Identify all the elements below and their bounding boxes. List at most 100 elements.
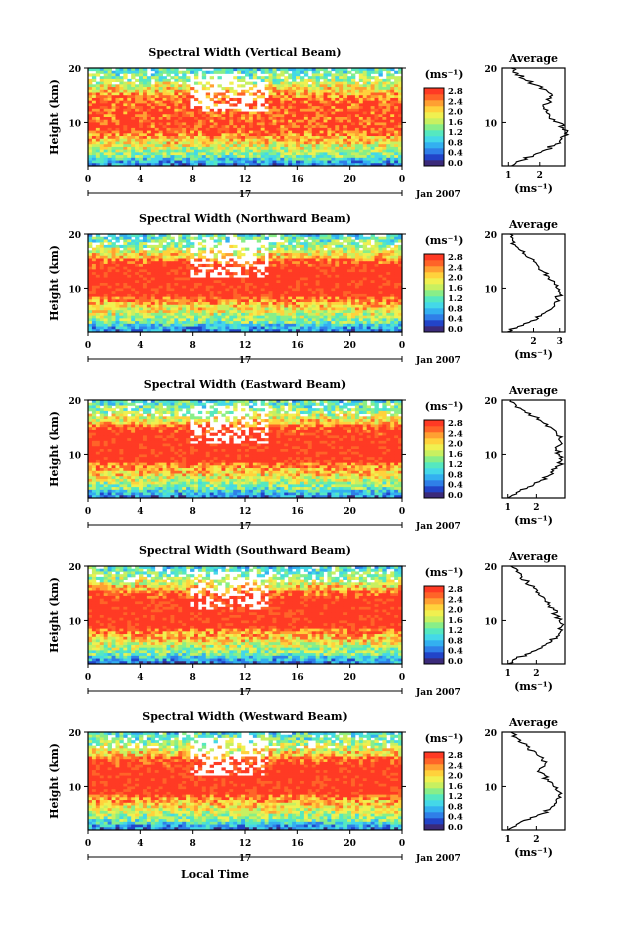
heatmap-cell [162,253,167,257]
heatmap-cell [119,296,124,300]
heatmap-cell [146,163,152,167]
heatmap-cell [280,146,285,151]
heatmap-cell [146,106,152,110]
heatmap-cell [213,234,218,238]
heatmap-cell [331,78,336,83]
heatmap-cell [366,92,372,96]
heatmap-cell [280,149,285,153]
heatmap-cell [323,149,328,153]
heatmap-cell [398,269,403,273]
heatmap-cell [347,103,352,107]
heatmap-cell [170,302,175,306]
heatmap-cell [370,283,375,287]
heatmap-cell [88,138,93,142]
heatmap-cell [296,258,301,262]
heatmap-cell [209,70,215,74]
heatmap-cell [347,122,352,126]
heatmap-cell [366,117,372,121]
heatmap-cell [154,236,160,240]
heatmap-cell [103,160,109,164]
heatmap-cell [307,95,313,99]
heatmap-cell [260,146,266,151]
heatmap-cell [374,244,379,249]
heatmap-cell [146,95,152,99]
heatmap-cell [142,277,148,281]
heatmap-cell [91,239,97,243]
heatmap-cell [268,315,273,319]
heatmap-cell [158,160,163,164]
heatmap-cell [150,280,156,284]
heatmap-cell [229,111,234,115]
heatmap-cell [268,108,273,112]
heatmap-cell [197,293,203,298]
heatmap-cell [311,315,317,319]
heatmap-cell [252,133,258,137]
heatmap-cell [127,100,132,104]
heatmap-cell [213,114,218,118]
heatmap-cell [296,163,301,167]
heatmap-cell [142,97,148,102]
heatmap-cell [311,95,317,99]
heatmap-cell [327,146,332,151]
heatmap-cell [142,307,148,311]
heatmap-cell [252,70,258,74]
heatmap-cell [339,152,344,156]
heatmap-cell [319,234,324,238]
heatmap-cell [394,111,399,115]
heatmap-cell [323,76,328,80]
heatmap-cell [142,127,148,132]
heatmap-cell [327,244,332,249]
heatmap-cell [292,76,297,80]
heatmap-cell [299,89,305,93]
heatmap-cell [127,244,132,249]
heatmap-cell [362,95,368,99]
heatmap-cell [382,117,387,121]
heatmap-cell [245,312,250,317]
heatmap-cell [131,242,136,246]
heatmap-cell [142,149,148,153]
heatmap-cell [296,234,301,238]
heatmap-cell [174,253,179,257]
heatmap-cell [280,70,285,74]
heatmap-cell [166,244,171,249]
heatmap-cell [213,133,218,137]
heatmap-cell [284,266,289,270]
heatmap-cell [193,285,199,289]
heatmap-cell [366,76,372,80]
heatmap-cell [339,280,344,284]
heatmap-cell [398,285,403,289]
heatmap-cell [362,127,368,132]
heatmap-cell [95,155,101,159]
heatmap-cell [315,92,320,96]
heatmap-cell [296,130,301,134]
heatmap-cell [248,125,254,129]
heatmap-cell [323,266,328,270]
heatmap-cell [354,106,360,110]
heatmap-cell [284,253,289,257]
heatmap-cell [386,84,391,88]
heatmap-cell [131,144,136,148]
heatmap-cell [91,255,97,259]
heatmap-cell [319,76,324,80]
heatmap-cell [233,108,238,112]
heatmap-cell [280,247,285,251]
heatmap-cell [268,277,273,281]
heatmap-cell [229,89,234,93]
heatmap-cell [107,146,112,151]
heatmap-cell [331,149,336,153]
heatmap-cell [241,293,246,298]
heatmap-cell [154,127,160,132]
heatmap-cell [233,285,238,289]
heatmap-cell [217,114,222,118]
heatmap-cell [209,144,215,148]
heatmap-cell [245,272,250,276]
heatmap-cell [307,152,313,156]
heatmap-cell [296,144,301,148]
heatmap-cell [303,234,309,238]
heatmap-cell [178,155,183,159]
heatmap-cell [382,272,387,276]
heatmap-cell [103,127,109,132]
heatmap-cell [386,95,391,99]
heatmap-cell [99,108,105,112]
heatmap-cell [347,280,352,284]
